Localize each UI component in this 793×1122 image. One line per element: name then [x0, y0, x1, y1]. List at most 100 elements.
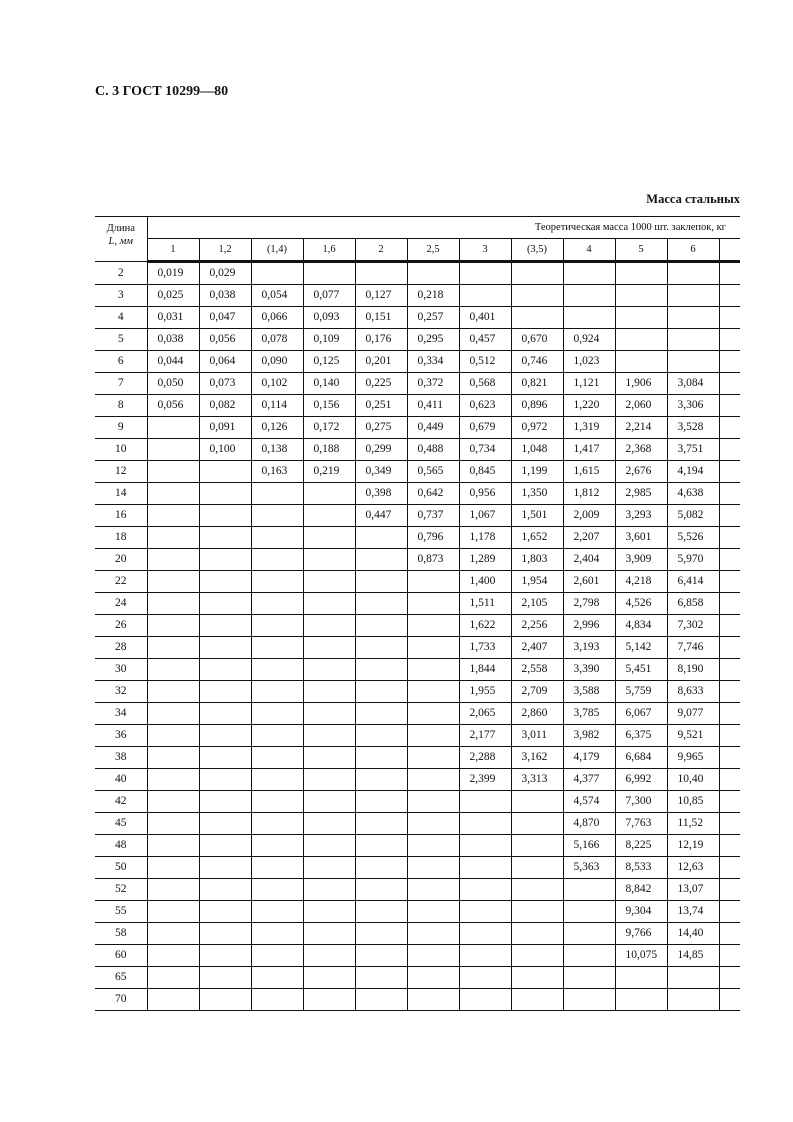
mass-cell: 2,214	[614, 416, 668, 439]
length-cell: 18	[95, 526, 148, 549]
mass-cell	[250, 790, 304, 813]
mass-cell: 2,368	[614, 438, 668, 461]
mass-cell	[198, 614, 252, 637]
mass-cell: 3,601	[614, 526, 668, 549]
mass-cell: 8,842	[614, 878, 668, 901]
mass-cell	[458, 944, 512, 967]
mass-cell: 0,512	[458, 350, 512, 373]
mass-cell	[354, 261, 408, 285]
table-row: 2 0,019 0,029	[95, 261, 740, 285]
mass-cell: 5,166	[562, 834, 616, 857]
mass-cell: 2,105	[510, 592, 564, 615]
mass-cell	[250, 834, 304, 857]
mass-cell: 1,906	[614, 372, 668, 395]
mass-cell: 14,85	[666, 944, 720, 967]
mass-cell: 0,090	[250, 350, 304, 373]
mass-cell	[198, 680, 252, 703]
mass-cell	[406, 966, 460, 989]
mass-cell: 10,075	[614, 944, 668, 967]
cut-off-cell	[718, 724, 740, 747]
length-cell: 65	[95, 966, 148, 989]
mass-cell	[666, 988, 720, 1011]
length-header: Длина L, мм	[95, 216, 148, 262]
cut-off-cell	[718, 504, 740, 527]
mass-cell: 2,407	[510, 636, 564, 659]
mass-cell	[302, 526, 356, 549]
table-row: 32 1,955 2,709 3,588 5,759 8,633	[95, 680, 740, 703]
mass-cell: 8,225	[614, 834, 668, 857]
table-row: 45 4,870 7,763 11,52	[95, 812, 740, 835]
mass-cell	[146, 966, 200, 989]
mass-cell	[250, 261, 304, 285]
cut-off-cell	[718, 328, 740, 351]
mass-cell: 1,511	[458, 592, 512, 615]
mass-cell: 7,763	[614, 812, 668, 835]
mass-cell: 2,601	[562, 570, 616, 593]
mass-cell	[614, 966, 668, 989]
mass-cell	[354, 548, 408, 571]
length-cell: 12	[95, 460, 148, 483]
mass-cell: 4,574	[562, 790, 616, 813]
mass-cell: 2,709	[510, 680, 564, 703]
mass-cell	[354, 790, 408, 813]
mass-cell	[510, 284, 564, 307]
cut-off-cell	[718, 702, 740, 725]
mass-cell	[562, 944, 616, 967]
cut-off-cell	[718, 636, 740, 659]
length-cell: 34	[95, 702, 148, 725]
mass-cell	[458, 261, 512, 285]
mass-cell	[354, 592, 408, 615]
mass-cell	[562, 878, 616, 901]
mass-cell: 4,194	[666, 460, 720, 483]
mass-cell	[354, 636, 408, 659]
mass-cell	[198, 548, 252, 571]
mass-cell	[458, 878, 512, 901]
length-header-line1: Длина	[106, 223, 135, 234]
cut-off-cell	[718, 834, 740, 857]
mass-cell: 0,073	[198, 372, 252, 395]
mass-cell	[146, 460, 200, 483]
mass-cell	[250, 504, 304, 527]
mass-cell	[562, 988, 616, 1011]
mass-cell	[354, 724, 408, 747]
mass-cell: 6,375	[614, 724, 668, 747]
mass-cell	[198, 966, 252, 989]
mass-cell: 1,350	[510, 482, 564, 505]
page-title: С. 3 ГОСТ 10299—80	[95, 84, 229, 99]
mass-cell	[666, 261, 720, 285]
cut-off-cell	[718, 284, 740, 307]
mass-cell: 3,306	[666, 394, 720, 417]
length-cell: 3	[95, 284, 148, 307]
mass-cell: 5,526	[666, 526, 720, 549]
mass-cell	[198, 526, 252, 549]
mass-cell	[198, 812, 252, 835]
mass-cell: 8,633	[666, 680, 720, 703]
mass-cell: 1,501	[510, 504, 564, 527]
mass-cell	[406, 614, 460, 637]
mass-cell: 4,377	[562, 768, 616, 791]
mass-cell	[510, 261, 564, 285]
mass-cell	[302, 988, 356, 1011]
table-row: 3 0,025 0,038 0,054 0,077 0,127 0,218	[95, 284, 740, 307]
diameter-header	[718, 238, 740, 263]
mass-cell	[354, 526, 408, 549]
cut-off-cell	[718, 966, 740, 989]
mass-cell	[510, 988, 564, 1011]
mass-cell: 0,218	[406, 284, 460, 307]
table-row: 55 9,304 13,74	[95, 900, 740, 923]
mass-cell: 1,652	[510, 526, 564, 549]
mass-cell: 4,218	[614, 570, 668, 593]
mass-cell: 6,992	[614, 768, 668, 791]
mass-cell	[666, 350, 720, 373]
mass-cell	[302, 548, 356, 571]
mass-cell	[146, 416, 200, 439]
mass-cell: 0,670	[510, 328, 564, 351]
table-row: 70	[95, 988, 740, 1011]
mass-cell: 1,178	[458, 526, 512, 549]
length-cell: 16	[95, 504, 148, 527]
cut-off-cell	[718, 306, 740, 329]
length-cell: 14	[95, 482, 148, 505]
mass-cell	[250, 922, 304, 945]
mass-cell: 0,025	[146, 284, 200, 307]
mass-cell: 0,623	[458, 394, 512, 417]
